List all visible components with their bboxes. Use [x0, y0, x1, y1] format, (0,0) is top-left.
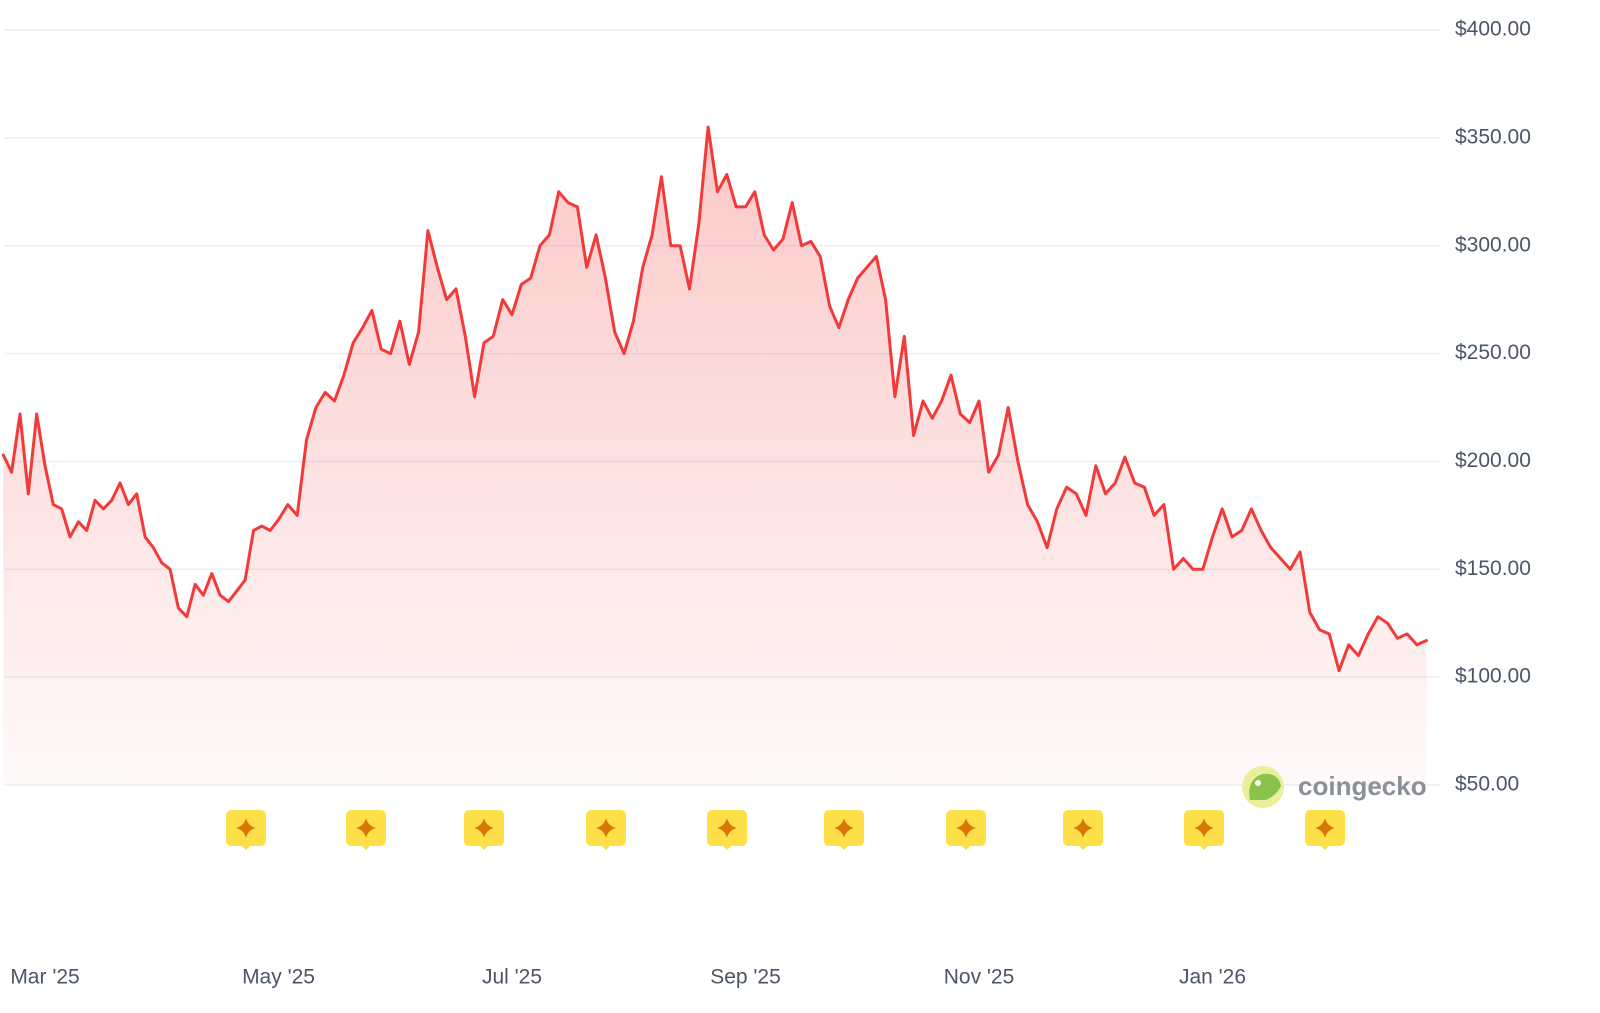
y-tick-label: $150.00 — [1455, 557, 1531, 580]
event-badge[interactable] — [707, 810, 747, 850]
x-tick-label: Jul '25 — [482, 966, 542, 989]
y-tick-label: $50.00 — [1455, 773, 1519, 796]
event-badge[interactable] — [464, 810, 504, 850]
event-badge[interactable] — [1063, 810, 1103, 850]
event-badge[interactable] — [1305, 810, 1345, 850]
event-badges — [226, 810, 1345, 850]
logo-icon — [1255, 780, 1261, 786]
price-line — [1, 125, 1428, 673]
area-layer — [3, 127, 1427, 786]
event-badge[interactable] — [824, 810, 864, 850]
x-tick-label: Jan '26 — [1179, 966, 1246, 989]
x-tick-label: Sep '25 — [710, 966, 781, 989]
x-tick-label: Nov '25 — [944, 966, 1015, 989]
event-badge[interactable] — [226, 810, 266, 850]
y-tick-label: $350.00 — [1455, 125, 1531, 148]
x-tick-label: Mar '25 — [10, 966, 79, 989]
event-badge[interactable] — [586, 810, 626, 850]
y-tick-label: $100.00 — [1455, 665, 1531, 688]
y-tick-label: $200.00 — [1455, 449, 1531, 472]
event-badge[interactable] — [946, 810, 986, 850]
y-tick-label: $400.00 — [1455, 18, 1531, 41]
line-layer — [1, 125, 1428, 673]
y-tick-label: $300.00 — [1455, 233, 1531, 256]
y-tick-label: $250.00 — [1455, 341, 1531, 364]
watermark: coingecko — [1242, 766, 1427, 808]
x-tick-label: May '25 — [242, 966, 315, 989]
price-area — [3, 127, 1427, 786]
event-badge[interactable] — [346, 810, 386, 850]
watermark-text: coingecko — [1298, 771, 1427, 801]
event-badge[interactable] — [1184, 810, 1224, 850]
axis-labels: $50.00 $100.00 $150.00 $200.00 $250.00 $300.0… — [10, 18, 1531, 989]
